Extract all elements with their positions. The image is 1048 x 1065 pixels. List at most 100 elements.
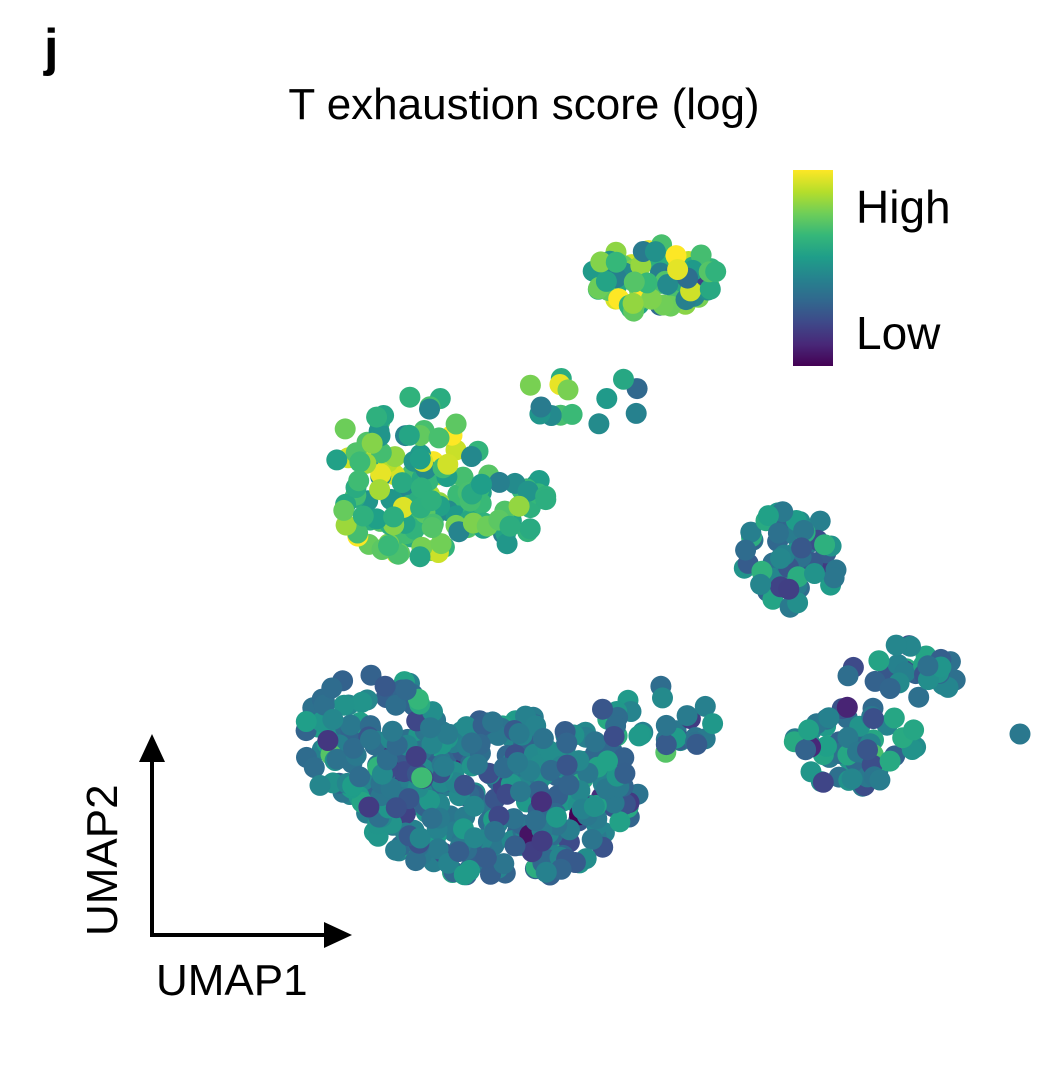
scatter-point xyxy=(419,398,440,420)
scatter-point xyxy=(405,746,427,767)
scatter-point xyxy=(597,750,618,772)
scatter-point xyxy=(917,655,939,677)
scatter-point xyxy=(561,403,583,425)
scatter-point xyxy=(453,864,475,886)
scatter-point xyxy=(868,650,890,672)
scatter-point xyxy=(382,720,403,742)
scatter-point xyxy=(609,811,631,833)
scatter-point xyxy=(421,517,443,538)
scatter-point xyxy=(461,446,482,467)
scatter-point xyxy=(484,821,506,842)
scatter-point xyxy=(295,711,317,732)
scatter-point xyxy=(791,537,813,559)
scatter-point xyxy=(499,515,521,537)
scatter-point xyxy=(546,806,567,828)
scatter-point xyxy=(823,567,845,589)
scatter-point xyxy=(883,707,905,729)
scatter-point xyxy=(326,449,348,471)
scatter-point xyxy=(525,810,547,832)
scatter-point xyxy=(519,518,541,540)
scatter-point xyxy=(322,708,344,730)
scatter-point xyxy=(623,271,645,293)
scatter-point xyxy=(814,534,836,556)
scatter-point xyxy=(461,732,483,754)
scatter-point xyxy=(488,471,510,493)
scatter-point xyxy=(556,732,578,754)
scatter-point xyxy=(836,696,858,718)
scatter-point xyxy=(908,686,930,708)
scatter-point xyxy=(321,677,343,699)
scatter-point xyxy=(818,707,840,729)
scatter-point xyxy=(493,853,515,875)
scatter-point xyxy=(333,499,355,521)
scatter-point xyxy=(317,730,339,751)
scatter-point xyxy=(340,714,362,736)
scatter-point xyxy=(358,796,380,818)
scatter-point xyxy=(360,664,382,686)
scatter-point xyxy=(409,546,431,568)
scatter-point xyxy=(583,796,605,817)
scatter-point xyxy=(595,270,617,292)
colorbar-low-label: Low xyxy=(856,307,941,359)
scatter-point xyxy=(374,675,396,697)
scatter-point xyxy=(421,733,443,755)
scatter-point xyxy=(433,755,455,777)
scatter-point xyxy=(366,406,388,428)
scatter-point xyxy=(590,251,612,273)
axis-arrows xyxy=(139,734,352,948)
scatter-point xyxy=(735,539,757,561)
x-axis-arrowhead xyxy=(324,922,352,948)
scatter-point xyxy=(652,687,673,709)
scatter-point xyxy=(507,752,529,773)
scatter-point xyxy=(531,830,553,852)
scatter-point xyxy=(1009,723,1031,745)
scatter-point xyxy=(535,861,557,883)
scatter-point xyxy=(655,714,677,736)
scatter-point xyxy=(767,522,789,544)
scatter-point xyxy=(349,451,371,473)
scatter-point xyxy=(360,729,381,750)
scatter-point xyxy=(361,432,383,454)
scatter-point xyxy=(622,292,644,314)
scatter-point xyxy=(540,759,562,781)
scatter-point xyxy=(395,679,417,701)
scatter-point xyxy=(903,719,925,741)
scatter-point xyxy=(885,634,907,656)
scatter-point xyxy=(614,762,636,784)
scatter-point xyxy=(437,453,459,475)
scatter-point xyxy=(464,827,485,849)
scatter-points xyxy=(295,234,1031,886)
scatter-point xyxy=(504,835,526,857)
scatter-point xyxy=(378,535,399,557)
chart-title: T exhaustion score (log) xyxy=(288,80,760,129)
scatter-point xyxy=(640,288,662,310)
scatter-point xyxy=(588,413,610,435)
scatter-point xyxy=(804,563,825,584)
scatter-point xyxy=(471,473,492,495)
colorbar xyxy=(793,170,833,366)
scatter-point xyxy=(556,754,578,776)
scatter-point xyxy=(519,374,541,396)
scatter-point xyxy=(466,753,488,775)
scatter-point xyxy=(690,244,712,266)
scatter-point xyxy=(535,489,557,511)
scatter-point xyxy=(370,463,392,485)
scatter-point xyxy=(333,694,355,716)
scatter-point xyxy=(778,578,800,600)
scatter-point xyxy=(644,241,666,263)
scatter-point xyxy=(795,739,817,761)
scatter-point xyxy=(592,698,613,720)
scatter-point xyxy=(694,695,716,717)
scatter-point xyxy=(628,725,650,747)
scatter-point xyxy=(531,791,552,813)
scatter-point xyxy=(409,448,431,470)
scatter-point xyxy=(530,396,552,418)
scatter-point xyxy=(869,769,891,791)
scatter-point xyxy=(667,259,689,280)
scatter-point xyxy=(334,418,356,440)
scatter-point xyxy=(613,747,635,769)
scatter-point xyxy=(740,521,762,543)
scatter-point xyxy=(420,717,441,739)
scatter-point xyxy=(613,368,634,390)
scatter-point xyxy=(757,505,779,527)
